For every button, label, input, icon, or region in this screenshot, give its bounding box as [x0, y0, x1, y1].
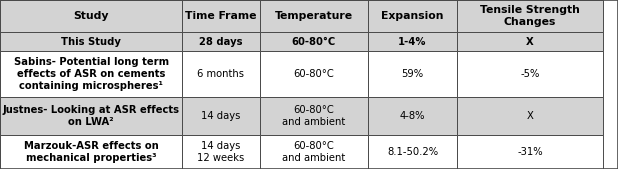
Text: -5%: -5%	[520, 69, 540, 79]
Text: 60-80°C: 60-80°C	[294, 69, 334, 79]
Bar	[0, 0, 182, 32]
Bar	[457, 97, 603, 135]
Bar	[0, 32, 182, 51]
Text: 1-4%: 1-4%	[398, 37, 427, 47]
Bar	[260, 97, 368, 135]
Text: 60-80°C: 60-80°C	[292, 37, 336, 47]
Text: X: X	[526, 37, 534, 47]
Bar	[0, 97, 182, 135]
Bar	[260, 135, 368, 169]
Bar	[368, 97, 457, 135]
Bar	[368, 135, 457, 169]
Text: 6 months: 6 months	[197, 69, 245, 79]
Text: Expansion: Expansion	[381, 11, 444, 21]
Bar	[0, 135, 182, 169]
Bar	[260, 0, 368, 32]
Text: 14 days: 14 days	[201, 111, 240, 121]
Text: -31%: -31%	[517, 147, 543, 157]
Text: Sabins- Potential long term
effects of ASR on cements
containing microspheres¹: Sabins- Potential long term effects of A…	[14, 57, 169, 91]
Bar	[0, 51, 182, 97]
Text: 60-80°C
and ambient: 60-80°C and ambient	[282, 105, 345, 127]
Text: Temperature: Temperature	[274, 11, 353, 21]
Bar	[368, 51, 457, 97]
Bar	[368, 0, 457, 32]
Text: Study: Study	[74, 11, 109, 21]
Text: 8.1-50.2%: 8.1-50.2%	[387, 147, 438, 157]
Bar	[260, 51, 368, 97]
Bar	[368, 32, 457, 51]
Bar	[182, 32, 260, 51]
Bar	[182, 135, 260, 169]
Text: Justnes- Looking at ASR effects
on LWA²: Justnes- Looking at ASR effects on LWA²	[2, 105, 180, 127]
Text: 59%: 59%	[402, 69, 423, 79]
Text: 14 days
12 weeks: 14 days 12 weeks	[197, 141, 245, 163]
Text: Time Frame: Time Frame	[185, 11, 256, 21]
Text: Tensile Strength
Changes: Tensile Strength Changes	[480, 5, 580, 27]
Bar	[457, 135, 603, 169]
Bar	[457, 51, 603, 97]
Text: This Study: This Study	[61, 37, 121, 47]
Text: 4-8%: 4-8%	[400, 111, 425, 121]
Text: X: X	[527, 111, 533, 121]
Bar	[182, 51, 260, 97]
Bar	[260, 32, 368, 51]
Bar	[182, 0, 260, 32]
Text: 28 days: 28 days	[199, 37, 243, 47]
Bar	[457, 32, 603, 51]
Text: 60-80°C
and ambient: 60-80°C and ambient	[282, 141, 345, 163]
Bar	[182, 97, 260, 135]
Text: Marzouk-ASR effects on
mechanical properties³: Marzouk-ASR effects on mechanical proper…	[23, 141, 159, 163]
Bar	[457, 0, 603, 32]
